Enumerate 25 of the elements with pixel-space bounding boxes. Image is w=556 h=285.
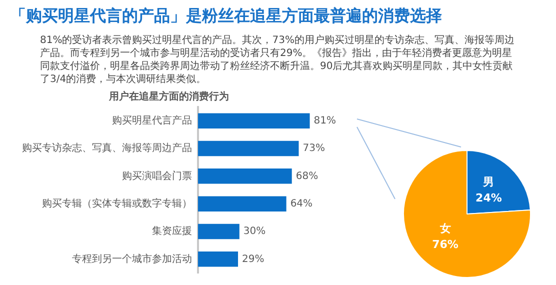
slice-label: 女	[438, 222, 451, 236]
data-label: 24%	[476, 192, 502, 205]
text: 81%的受访者表示曾购买过明星代言的产品。其次，73%的用户购买过明星的专访杂志、写真、海报等周边产品。而专程到另一个城市参与明星活动的受访者只有29%。《报告》指出，由于年轻消费者更愿意为明星同款支付溢价，明星各品类跨界周边带动了粉丝经济不断升温。90后尤其喜欢购买明星同款，其中女性贡献了3/4的消费，与本次调研结果类似。	[40, 34, 516, 86]
data-label: 76%	[432, 238, 458, 252]
y-tick-label: 购买专辑（实体专辑或数字专辑）	[42, 197, 192, 210]
y-tick-label: 集资应援	[152, 225, 192, 238]
bar	[198, 140, 299, 156]
y-tick-label: 购买演唱会门票	[122, 170, 192, 182]
bar	[198, 113, 310, 128]
bar	[198, 252, 238, 267]
data-label: 64%	[290, 198, 313, 210]
data-label: 29%	[242, 254, 264, 265]
y-tick-label: 专程到另一个城市参加活动	[72, 252, 192, 265]
chart-title: 用户在追星方面的消费行为	[108, 90, 229, 103]
data-label: 68%	[296, 170, 318, 182]
data-label: 81%	[314, 115, 336, 126]
bar	[198, 168, 292, 184]
bar	[198, 196, 286, 212]
text: 「购买明星代言的产品」是粉丝在追星方面最普遍的消费选择	[10, 6, 442, 27]
y-tick-label: 购买专访杂志、写真、海报等周边产品	[22, 142, 192, 154]
y-tick-label: 购买明星代言产品	[112, 114, 192, 126]
data-label: 73%	[302, 143, 325, 154]
bar	[198, 224, 240, 240]
slice-label: 男	[482, 176, 494, 189]
data-label: 30%	[243, 226, 266, 238]
